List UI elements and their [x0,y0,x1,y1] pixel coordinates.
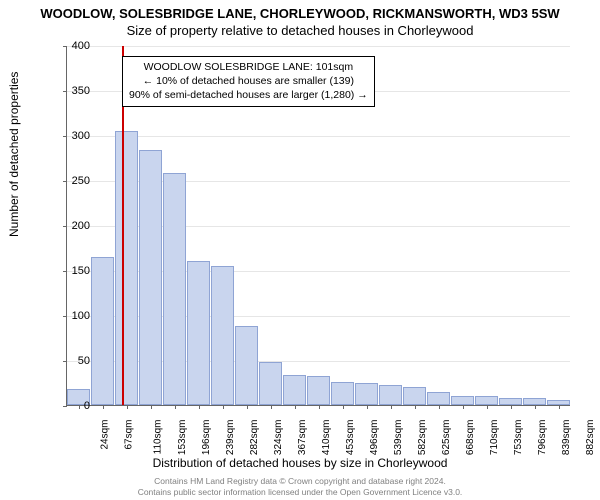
page-title: WOODLOW, SOLESBRIDGE LANE, CHORLEYWOOD, … [0,0,600,21]
histogram-bar [235,326,258,405]
histogram-bar [187,261,210,405]
x-tick [151,405,152,409]
histogram-bar [475,396,498,405]
histogram-bar [91,257,114,406]
annotation-line-1: WOODLOW SOLESBRIDGE LANE: 101sqm [129,60,368,74]
x-tick [175,405,176,409]
histogram-bar [259,362,282,405]
x-tick-label: 410sqm [321,420,332,456]
x-tick-label: 196sqm [201,420,212,456]
x-tick [511,405,512,409]
y-tick-label: 0 [60,400,90,412]
x-tick [295,405,296,409]
x-tick-label: 153sqm [177,420,188,456]
x-tick [319,405,320,409]
y-tick-label: 200 [60,220,90,232]
x-tick [103,405,104,409]
histogram-bar [523,398,546,405]
x-tick [391,405,392,409]
y-tick-label: 150 [60,265,90,277]
histogram-bar [283,375,306,405]
x-tick [271,405,272,409]
y-tick-label: 250 [60,175,90,187]
x-axis-label: Distribution of detached houses by size … [0,456,600,470]
histogram-bar [307,376,330,405]
x-tick [223,405,224,409]
histogram-bar [115,131,138,406]
x-tick-label: 625sqm [441,420,452,456]
y-tick-label: 50 [60,355,90,367]
histogram-bar [499,398,522,405]
annotation-line-2: ← 10% of detached houses are smaller (13… [129,74,368,88]
x-tick-label: 282sqm [249,420,260,456]
x-tick-label: 496sqm [369,420,380,456]
x-tick-label: 753sqm [513,420,524,456]
y-tick-label: 100 [60,310,90,322]
x-tick-label: 796sqm [537,420,548,456]
x-tick-label: 24sqm [100,420,111,450]
histogram-bar [139,150,162,405]
y-tick-label: 400 [60,40,90,52]
y-tick-label: 300 [60,130,90,142]
x-tick [439,405,440,409]
x-tick-label: 710sqm [489,420,500,456]
x-tick [415,405,416,409]
x-tick [367,405,368,409]
x-tick-label: 110sqm [152,420,163,455]
histogram-bar [331,382,354,405]
histogram-bar [427,392,450,405]
x-tick-label: 582sqm [417,420,428,456]
x-tick [199,405,200,409]
x-tick [127,405,128,409]
y-tick-label: 350 [60,85,90,97]
x-tick [487,405,488,409]
page-subtitle: Size of property relative to detached ho… [0,21,600,38]
histogram-bar [163,173,186,405]
x-tick-label: 324sqm [273,420,284,456]
footer: Contains HM Land Registry data © Crown c… [0,476,600,498]
x-tick-label: 453sqm [345,420,356,456]
annotation-line-3: 90% of semi-detached houses are larger (… [129,88,368,102]
footer-line-2: Contains public sector information licen… [0,487,600,498]
x-tick [247,405,248,409]
x-tick-label: 839sqm [561,420,572,456]
x-tick [535,405,536,409]
x-tick-label: 882sqm [585,420,596,456]
annotation-box: WOODLOW SOLESBRIDGE LANE: 101sqm ← 10% o… [122,56,375,107]
x-tick [343,405,344,409]
histogram-bar [403,387,426,405]
x-tick [559,405,560,409]
histogram-bar [211,266,234,406]
x-tick-label: 668sqm [465,420,476,456]
x-tick [463,405,464,409]
x-tick-label: 239sqm [225,420,236,456]
x-tick-label: 367sqm [297,420,308,456]
gridline [67,46,570,47]
histogram-bar [379,385,402,405]
y-axis-label: Number of detached properties [7,72,21,237]
histogram-bar [451,396,474,405]
footer-line-1: Contains HM Land Registry data © Crown c… [0,476,600,487]
gridline [67,136,570,137]
x-tick-label: 67sqm [124,420,135,450]
x-tick-label: 539sqm [393,420,404,456]
histogram-bar [355,383,378,406]
